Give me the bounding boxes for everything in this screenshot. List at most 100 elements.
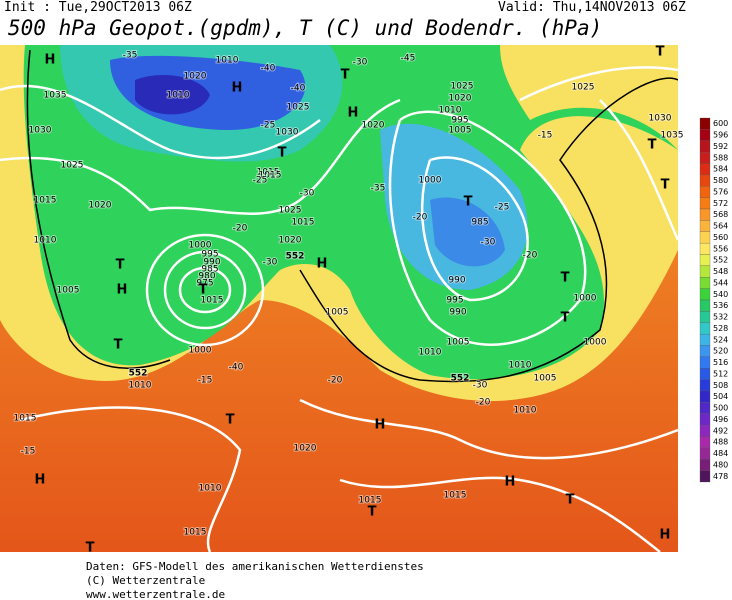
colorbar-cell [699,174,711,187]
colorbar-cell [699,242,711,255]
colorbar-cell [699,436,711,449]
contour-label: -25 [495,203,510,213]
pressure-center: H [317,257,328,272]
contour-label: 1010 [216,56,239,66]
contour-label: 990 [448,276,465,286]
colorbar-cell [699,368,711,380]
colorbar-cell [699,390,711,403]
colorbar-cell [699,470,711,483]
colorbar-label: 540 [713,290,728,299]
contour-label: 1015 [359,496,382,506]
colorbar-label: 532 [713,313,728,322]
pressure-center: T [116,258,125,273]
colorbar-cell [699,333,711,346]
colorbar-label: 572 [713,199,728,208]
contour-label: -15 [198,376,213,386]
pressure-center: H [35,473,46,488]
contour-label: 1015 [184,528,207,538]
contour-label: 1025 [287,103,310,113]
contour-label: 552 [129,369,148,379]
colorbar-cell [699,151,711,164]
contour-label: 1025 [61,161,84,171]
colorbar-label: 552 [713,256,728,265]
pressure-center: T [566,493,575,508]
colorbar-cell [699,231,711,244]
pressure-center: T [368,505,377,520]
colorbar-label: 544 [713,278,728,287]
pressure-center: T [226,413,235,428]
contour-label: 1030 [649,114,672,124]
contour-label: 1015 [257,168,280,178]
colorbar-label: 580 [713,176,728,185]
colorbar-cell [699,459,711,471]
contour-label: -15 [21,447,36,457]
colorbar-label: 488 [713,438,728,447]
contour-label: -30 [263,258,278,268]
contour-label: -35 [123,51,138,61]
contour-label: -20 [233,224,248,234]
colorbar-label: 548 [713,267,728,276]
pressure-center: T [199,283,208,298]
init-time: Init : Tue,29OCT2013 06Z [4,0,192,15]
contour-label: -25 [253,176,268,186]
contour-label: 1000 [189,241,212,251]
colorbar-cell [699,140,711,153]
contour-label: 552 [451,374,470,384]
colorbar-label: 484 [713,449,728,458]
pressure-center: T [656,45,665,60]
contour-label: 1015 [34,196,57,206]
pressure-center: T [464,195,473,210]
colorbar-label: 524 [713,335,728,344]
colorbar-cell [699,311,711,323]
pressure-center: T [114,338,123,353]
colorbar-label: 504 [713,392,728,401]
copyright: (C) Wetterzentrale [86,574,206,587]
pressure-center: H [375,418,386,433]
colorbar-cell [699,117,711,130]
contour-label: -15 [538,131,553,141]
contour-label: 990 [203,258,220,268]
contour-label: 985 [201,265,218,275]
colorbar-cell [699,413,711,426]
colorbar-cell [699,208,711,221]
contour-label: 1020 [279,236,302,246]
contour-label: 1030 [276,128,299,138]
contour-label: 995 [451,116,468,126]
contour-label: -40 [229,363,244,373]
colorbar-label: 596 [713,131,728,140]
pressure-center: H [348,106,359,121]
colorbar-cell [699,163,711,176]
colorbar-cell [699,402,711,414]
contour-label: -20 [523,251,538,261]
colorbar-label: 588 [713,153,728,162]
colorbar-label: 480 [713,460,728,469]
contour-label: 1000 [574,294,597,304]
contour-label: 1020 [294,444,317,454]
contour-label: 980 [198,272,215,282]
contour-label: 995 [446,296,463,306]
contour-label: -30 [300,189,315,199]
colorbar-label: 512 [713,369,728,378]
colorbar-label: 536 [713,301,728,310]
contour-label: 985 [471,218,488,228]
contour-label: 1035 [44,91,67,101]
pressure-center: H [660,528,671,543]
contour-label: -40 [291,84,306,94]
contour-label: 1010 [129,381,152,391]
contour-label: 1015 [201,296,224,306]
contour-label: -30 [473,381,488,391]
contour-label: 1015 [259,171,282,181]
contour-label: 990 [449,308,466,318]
website: www.wetterzentrale.de [86,588,226,600]
contour-label: 1015 [292,218,315,228]
colorbar-label: 584 [713,165,728,174]
contour-label: 1035 [661,131,684,141]
colorbar-cell [699,322,711,335]
contour-label: 1000 [419,176,442,186]
pressure-center: T [86,541,95,556]
contour-label: 995 [201,250,218,260]
colorbar-cell [699,379,711,392]
contour-label: 1010 [514,406,537,416]
contour-label: 552 [286,252,305,262]
colorbar-cell [699,356,711,369]
